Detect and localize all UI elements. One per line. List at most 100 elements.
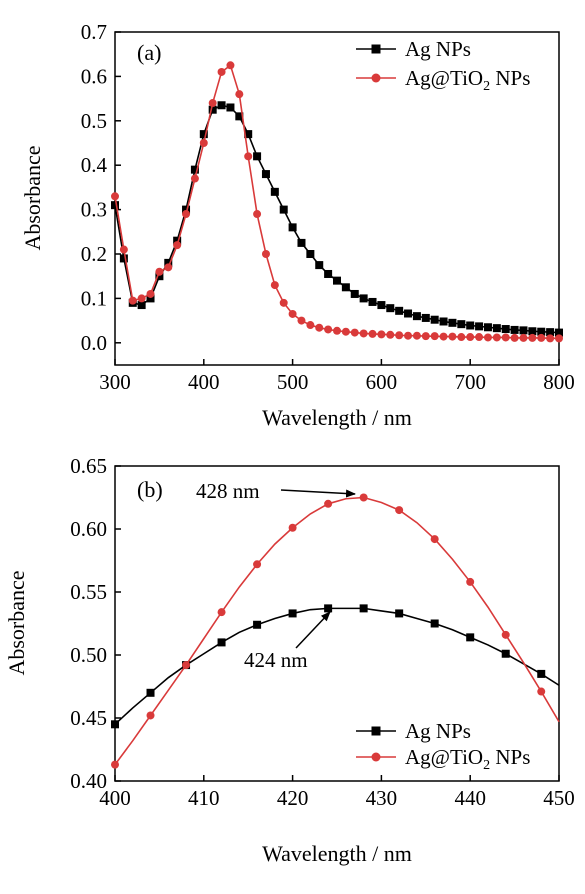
data-point-ag-tio2-nps (261, 250, 270, 258)
data-point-ag-nps (173, 236, 182, 245)
data-point-ag-nps (412, 312, 421, 321)
data-point-ag-nps (519, 326, 528, 335)
data-point-ag-nps (395, 306, 404, 315)
data-point-ag-nps (421, 313, 430, 322)
data-point-ag-tio2-nps (492, 333, 501, 342)
legend-label-ag-b: Ag NPs (405, 719, 471, 743)
data-point-ag-nps (270, 187, 279, 196)
data-point-ag-tio2-nps (448, 332, 457, 341)
data-point-ag-nps (430, 619, 439, 628)
x-tick-label: 400 (188, 370, 220, 394)
data-point-ag-nps (555, 328, 563, 337)
data-point-ag-tio2-nps (430, 535, 439, 544)
series-a (111, 61, 563, 343)
x-axis-label-b: Wavelength / nm (262, 841, 412, 866)
data-point-ag-tio2-nps (537, 333, 546, 342)
data-point-ag-nps (377, 301, 386, 310)
series-line-ag-tio2-nps (114, 496, 560, 766)
x-tick-label: 410 (188, 786, 220, 810)
data-point-ag-tio2-nps (404, 331, 413, 340)
annotation-428nm: 428 nm (196, 479, 260, 503)
data-point-ag-nps (404, 309, 413, 318)
data-point-ag-tio2-nps (341, 327, 350, 336)
x-tick-label: 700 (454, 370, 486, 394)
data-point-ag-tio2-nps (395, 506, 404, 515)
data-point-ag-tio2-nps (306, 321, 315, 330)
data-point-ag-tio2-nps (421, 332, 430, 341)
data-point-ag-nps (208, 105, 217, 114)
data-point-ag-nps (306, 250, 315, 258)
data-point-ag-nps (483, 323, 492, 332)
data-point-ag-tio2-nps (182, 661, 191, 670)
data-point-ag-tio2-nps (297, 316, 306, 325)
data-point-ag-nps (235, 112, 244, 121)
axis-ticks-b: 400 410 420 430 440 450 0.40 0.45 0.50 0.55 0.60 0.… (70, 454, 575, 810)
y-tick-label: 0.60 (70, 517, 107, 541)
data-point-ag-tio2-nps (208, 99, 217, 108)
data-point-ag-nps (501, 649, 510, 658)
x-tick-label: 440 (454, 786, 486, 810)
data-point-ag-nps (217, 101, 226, 110)
data-point-ag-nps (368, 297, 377, 306)
data-point-ag-tio2-nps (288, 523, 297, 532)
data-point-ag-nps (501, 325, 510, 334)
data-point-ag-nps (315, 261, 324, 270)
series-b (111, 493, 560, 769)
data-point-ag-tio2-nps (412, 331, 421, 340)
data-point-ag-nps (324, 604, 333, 613)
x-tick-label: 400 (99, 786, 131, 810)
y-axis-label-b: Absorbance (4, 570, 29, 675)
data-point-ag-nps (359, 604, 368, 613)
legend-b: Ag NPs Ag@TiO2 NPs (356, 719, 530, 773)
x-tick-label: 300 (99, 370, 131, 394)
data-point-ag-tio2-nps (377, 330, 386, 339)
data-point-ag-tio2-nps (546, 334, 555, 343)
data-point-ag-tio2-nps (510, 333, 519, 342)
data-point-ag-tio2-nps (288, 309, 297, 318)
data-point-ag-nps (217, 638, 226, 647)
data-point-ag-tio2-nps (217, 608, 226, 617)
panel-label-b: (b) (137, 477, 163, 502)
x-tick-label: 450 (543, 786, 575, 810)
data-point-ag-nps (475, 322, 484, 331)
y-tick-label: 0.6 (81, 64, 107, 88)
data-point-ag-nps (288, 223, 297, 232)
data-point-ag-tio2-nps (270, 281, 279, 290)
data-point-ag-nps (199, 130, 208, 139)
data-point-ag-tio2-nps (315, 323, 324, 332)
data-point-ag-nps (324, 269, 333, 278)
legend-label-agtio2-a: Ag@TiO2 NPs (405, 66, 530, 94)
data-point-ag-tio2-nps (279, 298, 288, 307)
y-tick-label: 0.4 (81, 153, 108, 177)
data-point-ag-tio2-nps (359, 493, 368, 502)
data-point-ag-tio2-nps (119, 245, 128, 254)
data-point-ag-nps (430, 315, 439, 324)
series-line-ag-tio2-nps (114, 63, 559, 340)
data-point-ag-tio2-nps (555, 334, 563, 343)
data-point-ag-nps (537, 327, 546, 336)
x-axis-label-a: Wavelength / nm (262, 405, 412, 430)
data-point-ag-tio2-nps (395, 331, 404, 340)
annotation-arrow-424nm (295, 611, 331, 649)
legend-marker-agtio2-b (371, 752, 381, 762)
data-point-ag-nps (333, 276, 341, 285)
y-axis-label-a: Absorbance (20, 145, 45, 250)
data-point-ag-nps (341, 283, 350, 292)
data-point-ag-nps (439, 317, 448, 326)
data-point-ag-tio2-nps (146, 711, 155, 720)
data-point-ag-tio2-nps (217, 67, 226, 76)
x-tick-label: 430 (366, 786, 398, 810)
data-point-ag-nps (546, 328, 555, 337)
legend-a: Ag NPs Ag@TiO2 NPs (356, 37, 530, 94)
data-point-ag-tio2-nps (501, 630, 510, 639)
data-point-ag-nps (537, 669, 546, 678)
data-point-ag-nps (261, 170, 270, 179)
data-point-ag-tio2-nps (333, 326, 341, 335)
data-point-ag-tio2-nps (537, 687, 546, 696)
data-point-ag-nps (253, 620, 262, 629)
legend-label-agtio2-b: Ag@TiO2 NPs (405, 745, 530, 773)
data-point-ag-tio2-nps (155, 267, 164, 276)
y-tick-label: 0.50 (70, 643, 107, 667)
y-tick-label: 0.1 (81, 286, 107, 310)
